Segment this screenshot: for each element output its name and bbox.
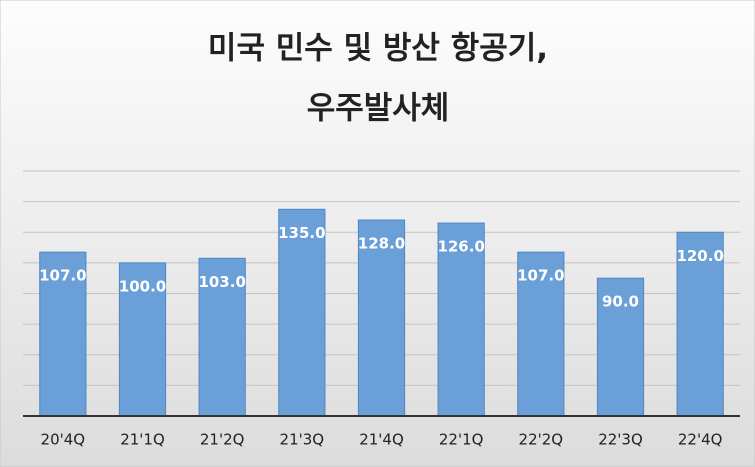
bar [278, 208, 326, 417]
bar [517, 251, 565, 417]
chart-title: 우주발사체 [307, 91, 450, 127]
value-label: 135.0 [278, 224, 325, 242]
value-label: 128.0 [358, 235, 405, 253]
x-tick-label: 22'2Q [519, 431, 564, 449]
bar [676, 231, 724, 417]
x-tick-label: 21'2Q [200, 431, 245, 449]
x-tick-label: 22'3Q [598, 431, 643, 449]
value-label: 100.0 [119, 277, 166, 295]
x-tick-label: 20'4Q [41, 431, 86, 449]
value-label: 107.0 [39, 267, 86, 285]
chart-title: 미국 민수 및 방산 항공기, [208, 31, 548, 67]
bar [596, 277, 645, 417]
x-tick-label: 21'3Q [280, 431, 325, 449]
value-label: 90.0 [602, 293, 639, 311]
bar [198, 257, 246, 417]
bar [39, 251, 87, 417]
x-tick-label: 21'4Q [359, 431, 404, 449]
value-label: 103.0 [198, 273, 245, 291]
value-label: 107.0 [517, 267, 564, 285]
x-tick-label: 22'4Q [678, 431, 723, 449]
x-tick-label: 21'1Q [120, 431, 165, 449]
bar [118, 262, 167, 417]
value-label: 120.0 [676, 247, 723, 265]
value-label: 126.0 [437, 238, 484, 256]
x-tick-label: 22'1Q [439, 431, 484, 449]
